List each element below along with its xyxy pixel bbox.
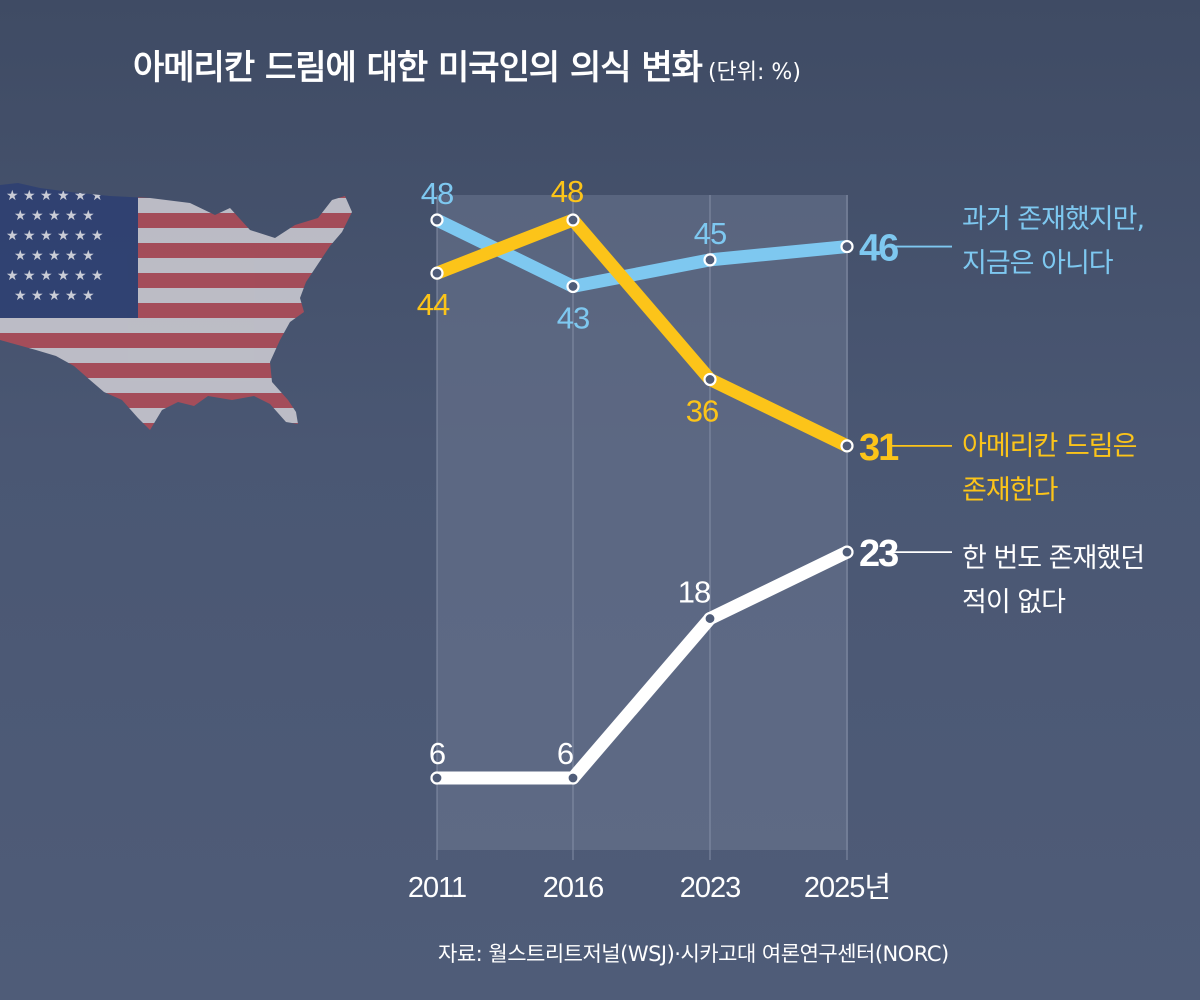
data-label: 43 [557, 300, 589, 335]
series-line [430, 545, 854, 785]
x-tick-label: 2025년 [804, 872, 890, 904]
x-tick-label: 2016 [543, 872, 604, 904]
chart-title: 아메리칸 드림에 대한 미국인의 의식 변화 (단위: %) [133, 40, 801, 89]
series-legend-label: 과거 존재했지만, [962, 204, 1144, 235]
data-point [703, 372, 717, 387]
data-label: 48 [421, 176, 453, 211]
data-point [566, 213, 580, 227]
svg-text:★ ★ ★ ★ ★: ★ ★ ★ ★ ★ [14, 208, 95, 224]
data-point [703, 253, 717, 267]
unit-label: (단위: %) [707, 60, 801, 85]
svg-text:★ ★ ★ ★ ★: ★ ★ ★ ★ ★ [14, 248, 95, 264]
data-label: 45 [694, 216, 726, 251]
data-label: 36 [686, 393, 718, 428]
svg-text:★ ★ ★ ★ ★ ★: ★ ★ ★ ★ ★ ★ [6, 268, 104, 284]
data-point [840, 439, 854, 453]
series-legend-label: 아메리칸 드림은 [962, 431, 1137, 462]
title-text: 아메리칸 드림에 대한 미국인의 의식 변화 [133, 48, 703, 88]
x-tick-label: 2011 [408, 872, 466, 904]
x-tick-label: 2023 [680, 872, 741, 904]
data-point [566, 279, 580, 294]
series-legend-label: 적이 없다 [962, 587, 1066, 618]
end-value-label: 31 [859, 427, 899, 469]
data-point [703, 611, 717, 626]
svg-text:★ ★ ★ ★ ★ ★: ★ ★ ★ ★ ★ ★ [6, 228, 104, 244]
series-layer [430, 213, 854, 785]
data-point [430, 266, 444, 280]
svg-text:★ ★ ★ ★ ★: ★ ★ ★ ★ ★ [14, 288, 95, 304]
series-legend-label: 지금은 아니다 [962, 248, 1114, 279]
data-point [566, 771, 580, 785]
source-note: 자료: 월스트리트저널(WSJ)·시카고대 여론연구센터(NORC) [438, 942, 949, 966]
end-value-label: 23 [859, 533, 898, 575]
data-point [840, 545, 854, 559]
data-label: 48 [551, 174, 583, 209]
series-legend-label: 한 번도 존재했던 [962, 543, 1144, 574]
data-point [840, 239, 854, 254]
series-legend-label: 존재한다 [962, 475, 1059, 506]
series-line [430, 213, 854, 453]
svg-text:★ ★ ★ ★ ★ ★: ★ ★ ★ ★ ★ ★ [6, 188, 104, 204]
data-label: 6 [429, 736, 445, 771]
data-label: 18 [678, 575, 710, 610]
x-axis: 2011 2016 2023 2025년 [408, 872, 891, 904]
data-point [430, 213, 444, 227]
data-labels: 48 43 45 46 44 48 36 31 6 6 18 23 [417, 174, 901, 771]
x-gridlines [436, 195, 848, 860]
data-label: 6 [557, 736, 573, 771]
data-label: 44 [417, 287, 450, 322]
end-value-label: 46 [859, 228, 898, 270]
data-point [430, 771, 444, 785]
us-flag-map-icon: ★ ★ ★ ★ ★ ★ ★ ★ ★ ★ ★ ★ ★ ★ ★ ★ ★ ★ ★ ★ … [0, 183, 352, 430]
